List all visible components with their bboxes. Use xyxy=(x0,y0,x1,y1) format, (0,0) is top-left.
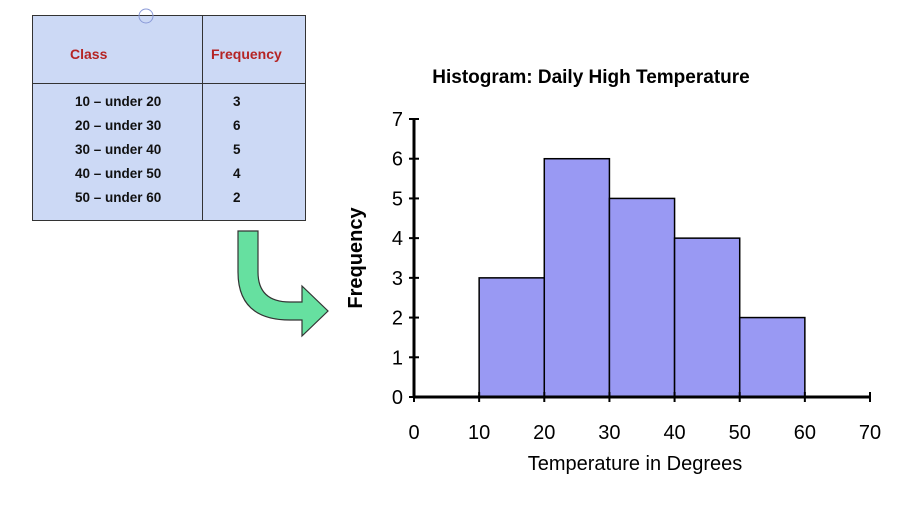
x-tick-label: 40 xyxy=(663,422,685,444)
class-cell: 10 – under 20 xyxy=(75,94,162,109)
y-tick-label: 4 xyxy=(392,228,403,250)
class-cell: 50 – under 60 xyxy=(75,190,162,205)
x-tick-label: 60 xyxy=(794,422,816,444)
bars-group xyxy=(478,157,806,398)
x-tick-label: 0 xyxy=(408,422,419,444)
y-tick-label: 5 xyxy=(392,188,403,210)
y-tick-label: 7 xyxy=(392,109,403,131)
table-row: 50 – under 60 2 xyxy=(33,190,305,210)
histogram-bar xyxy=(543,157,611,398)
y-axis-label: Frequency xyxy=(345,207,367,309)
y-tick-label: 2 xyxy=(392,308,403,330)
frequency-cell: 2 xyxy=(233,190,241,205)
x-tick-label: 70 xyxy=(859,422,881,444)
y-tick-label: 6 xyxy=(392,149,403,171)
table-row: 30 – under 40 5 xyxy=(33,142,305,162)
table-row: 40 – under 50 4 xyxy=(33,166,305,186)
class-cell: 20 – under 30 xyxy=(75,118,162,133)
chart-title: Histogram: Daily High Temperature xyxy=(432,67,749,88)
table-header-divider xyxy=(33,83,305,84)
frequency-cell: 6 xyxy=(233,118,241,133)
decorative-circle-icon xyxy=(138,8,154,24)
x-axis-label: Temperature in Degrees xyxy=(528,453,743,475)
histogram-bar xyxy=(478,277,546,398)
frequency-cell: 3 xyxy=(233,94,241,109)
table-row: 20 – under 30 6 xyxy=(33,118,305,138)
y-tick-label: 1 xyxy=(392,347,403,369)
x-tick-label: 10 xyxy=(468,422,490,444)
y-tick-label: 0 xyxy=(392,387,403,409)
table-header-frequency: Frequency xyxy=(211,46,282,62)
y-tick-label: 3 xyxy=(392,268,403,290)
x-tick-label: 50 xyxy=(729,422,751,444)
curved-arrow-icon xyxy=(237,230,329,338)
frequency-cell: 4 xyxy=(233,166,241,181)
class-cell: 30 – under 40 xyxy=(75,142,162,157)
x-ticks-group: 0 10 20 30 40 50 60 70 xyxy=(408,392,881,444)
histogram-bar xyxy=(608,197,676,398)
table-row: 10 – under 20 3 xyxy=(33,94,305,114)
x-tick-label: 20 xyxy=(533,422,555,444)
table-header-class: Class xyxy=(70,46,108,62)
frequency-cell: 5 xyxy=(233,142,241,157)
x-tick-label: 30 xyxy=(598,422,620,444)
table-column-divider xyxy=(202,16,203,220)
histogram-bar xyxy=(738,316,806,398)
class-cell: 40 – under 50 xyxy=(75,166,162,181)
frequency-table: Class Frequency 10 – under 20 3 20 – und… xyxy=(32,15,306,221)
histogram-bar xyxy=(673,237,741,398)
